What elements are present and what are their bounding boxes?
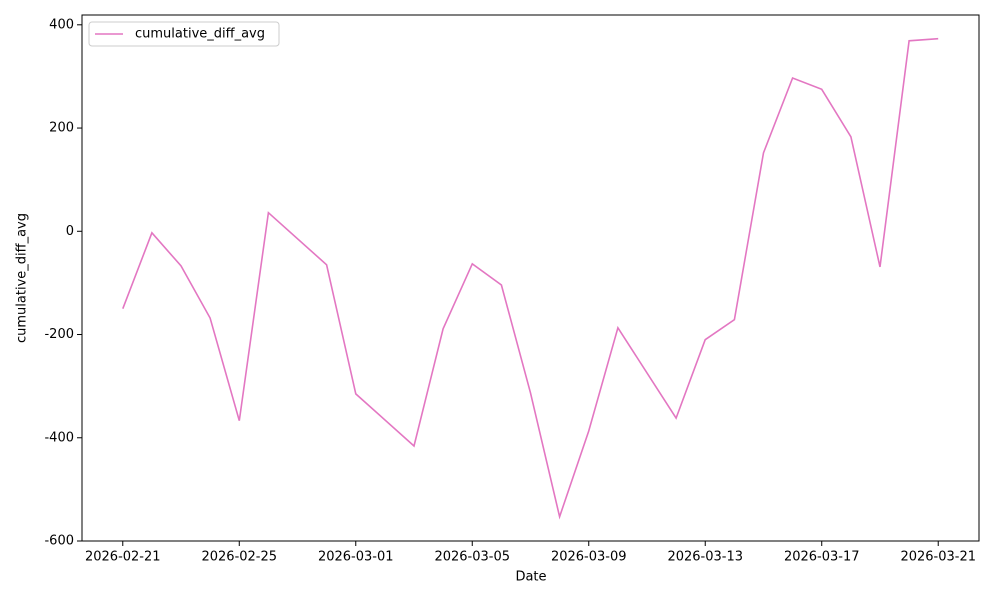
y-tick-label: -600	[44, 534, 74, 549]
x-tick-label: 2026-03-05	[434, 550, 510, 565]
x-tick-label: 2026-03-13	[667, 550, 743, 565]
x-tick-label: 2026-03-17	[784, 550, 860, 565]
x-axis-label: Date	[515, 570, 546, 585]
legend-box	[88, 21, 280, 47]
y-tick-label: 0	[66, 224, 74, 239]
y-tick-label: 400	[49, 17, 74, 32]
x-tick-label: 2026-02-25	[201, 550, 277, 565]
y-tick-label: -400	[44, 430, 74, 445]
y-tick-label: -200	[44, 327, 74, 342]
legend-label: cumulative_diff_avg	[135, 27, 265, 42]
x-tick-label: 2026-03-01	[318, 550, 394, 565]
x-tick-label: 2026-03-21	[900, 550, 976, 565]
x-tick-label: 2026-03-09	[551, 550, 627, 565]
data-line	[122, 37, 939, 520]
y-tick-label: 200	[49, 121, 74, 136]
x-tick-label: 2026-02-21	[85, 550, 161, 565]
y-axis-label: cumulative_diff_avg	[15, 213, 30, 343]
plot-frame	[81, 14, 980, 542]
